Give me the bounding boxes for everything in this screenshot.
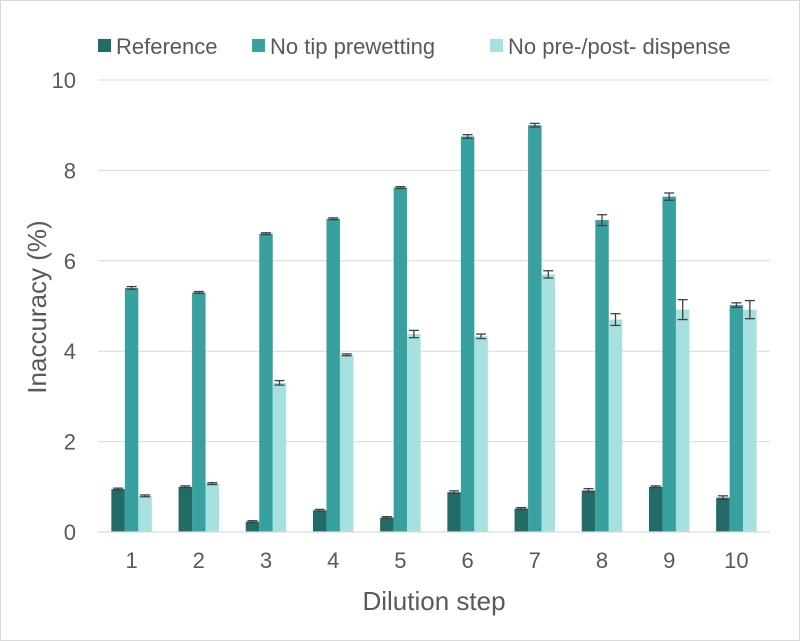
bar-reference-1 xyxy=(111,489,125,532)
bar-reference-3 xyxy=(245,521,260,532)
bar-reference-2 xyxy=(178,486,193,532)
bar-no-tip-prewetting-5 xyxy=(393,187,408,533)
bar-no-tip-prewetting-4 xyxy=(326,218,340,532)
x-tick-label: 3 xyxy=(260,548,272,573)
error-bar-reference-2 xyxy=(180,485,191,489)
bar-no-tip-prewetting-7 xyxy=(528,125,542,532)
error-bar-no-pre-post-dispense-3 xyxy=(274,379,285,386)
x-tick-label: 8 xyxy=(596,548,608,573)
bar-no-tip-prewetting-9 xyxy=(662,196,676,532)
legend-item-no-tip-prewetting: No tip prewetting xyxy=(252,34,435,59)
error-bar-no-pre-post-dispense-10 xyxy=(744,299,755,320)
error-bar-no-tip-prewetting-4 xyxy=(328,217,339,221)
bar-no-pre-post-dispense-9 xyxy=(675,309,690,532)
y-tick-labels: 0 2 4 6 8 10 xyxy=(52,68,76,545)
bar-no-pre-post-dispense-1 xyxy=(138,495,152,532)
y-tick-label: 4 xyxy=(64,339,76,364)
legend: Reference No tip prewetting No pre-/post- … xyxy=(98,34,731,59)
y-tick-label: 0 xyxy=(64,520,76,545)
bar-no-pre-post-dispense-3 xyxy=(272,382,287,532)
error-bar-no-pre-post-dispense-6 xyxy=(476,333,487,340)
error-bar-no-pre-post-dispense-5 xyxy=(408,329,419,339)
x-tick-label: 7 xyxy=(529,548,541,573)
error-bar-no-tip-prewetting-7 xyxy=(529,122,540,128)
bar-reference-4 xyxy=(312,510,327,532)
error-bar-reference-8 xyxy=(583,487,594,493)
bar-no-pre-post-dispense-7 xyxy=(541,274,556,532)
bar-no-pre-post-dispense-10 xyxy=(743,309,757,532)
legend-swatch xyxy=(252,39,265,52)
error-bar-no-tip-prewetting-10 xyxy=(731,302,742,309)
legend-swatch xyxy=(98,39,111,52)
error-bar-reference-3 xyxy=(247,520,258,524)
bar-reference-10 xyxy=(716,497,730,532)
y-tick-label: 2 xyxy=(64,430,76,455)
x-tick-label: 6 xyxy=(461,548,473,573)
bar-no-pre-post-dispense-5 xyxy=(407,334,421,532)
bar-no-pre-post-dispense-8 xyxy=(608,319,623,532)
legend-item-reference: Reference xyxy=(98,34,218,59)
legend-label: Reference xyxy=(116,34,218,59)
bar-reference-9 xyxy=(648,486,663,532)
y-tick-label: 10 xyxy=(52,68,76,93)
x-tick-label: 10 xyxy=(724,548,748,573)
x-tick-label: 9 xyxy=(663,548,675,573)
error-bar-no-pre-post-dispense-9 xyxy=(677,299,688,321)
error-bar-no-tip-prewetting-8 xyxy=(597,214,607,227)
error-bar-reference-7 xyxy=(516,506,527,511)
bar-no-tip-prewetting-8 xyxy=(595,220,609,532)
bar-reference-8 xyxy=(581,490,596,532)
error-bar-reference-5 xyxy=(381,515,392,520)
error-bar-no-tip-prewetting-3 xyxy=(261,232,271,236)
gridlines xyxy=(98,79,770,443)
bars xyxy=(111,125,757,533)
error-bar-no-pre-post-dispense-2 xyxy=(207,482,218,486)
error-bar-no-pre-post-dispense-8 xyxy=(610,313,621,327)
bar-reference-6 xyxy=(447,492,461,532)
bar-no-pre-post-dispense-6 xyxy=(474,336,488,532)
legend-label: No pre-/post- dispense xyxy=(508,34,731,59)
bar-no-tip-prewetting-2 xyxy=(192,292,206,532)
bar-no-pre-post-dispense-2 xyxy=(205,483,220,532)
bar-no-tip-prewetting-6 xyxy=(460,136,475,532)
error-bar-reference-9 xyxy=(650,485,661,489)
y-tick-label: 6 xyxy=(64,249,76,274)
error-bar-no-tip-prewetting-6 xyxy=(462,134,473,139)
x-tick-label: 5 xyxy=(394,548,406,573)
bar-no-tip-prewetting-3 xyxy=(259,233,273,532)
error-bars xyxy=(113,122,755,524)
error-bar-no-tip-prewetting-5 xyxy=(395,186,406,190)
error-bar-reference-1 xyxy=(113,487,124,491)
legend-label: No tip prewetting xyxy=(270,34,435,59)
bar-no-tip-prewetting-1 xyxy=(124,287,139,532)
bar-reference-5 xyxy=(380,517,394,532)
y-tick-label: 8 xyxy=(64,158,76,183)
error-bar-no-pre-post-dispense-1 xyxy=(140,494,151,498)
bar-no-tip-prewetting-10 xyxy=(729,305,744,532)
x-tick-label: 2 xyxy=(193,548,205,573)
x-tick-label: 4 xyxy=(327,548,339,573)
error-bar-no-tip-prewetting-2 xyxy=(193,290,204,294)
error-bar-reference-6 xyxy=(449,490,460,495)
legend-item-no-pre-post-dispense: No pre-/post- dispense xyxy=(490,34,731,59)
error-bar-no-tip-prewetting-9 xyxy=(664,192,675,201)
error-bar-reference-4 xyxy=(314,508,325,512)
error-bar-no-pre-post-dispense-4 xyxy=(341,353,352,357)
legend-swatch xyxy=(490,39,503,52)
x-axis-title: Dilution step xyxy=(362,586,505,616)
bar-no-pre-post-dispense-4 xyxy=(339,354,354,532)
x-tick-labels: 1 2 3 4 5 6 7 8 9 10 xyxy=(125,548,748,573)
error-bar-reference-10 xyxy=(717,495,728,501)
error-bar-no-tip-prewetting-1 xyxy=(126,285,137,290)
y-axis-title: Inaccuracy (%) xyxy=(22,220,52,393)
x-tick-label: 1 xyxy=(125,548,137,573)
bar-reference-7 xyxy=(514,508,529,532)
error-bar-no-pre-post-dispense-7 xyxy=(543,270,554,279)
